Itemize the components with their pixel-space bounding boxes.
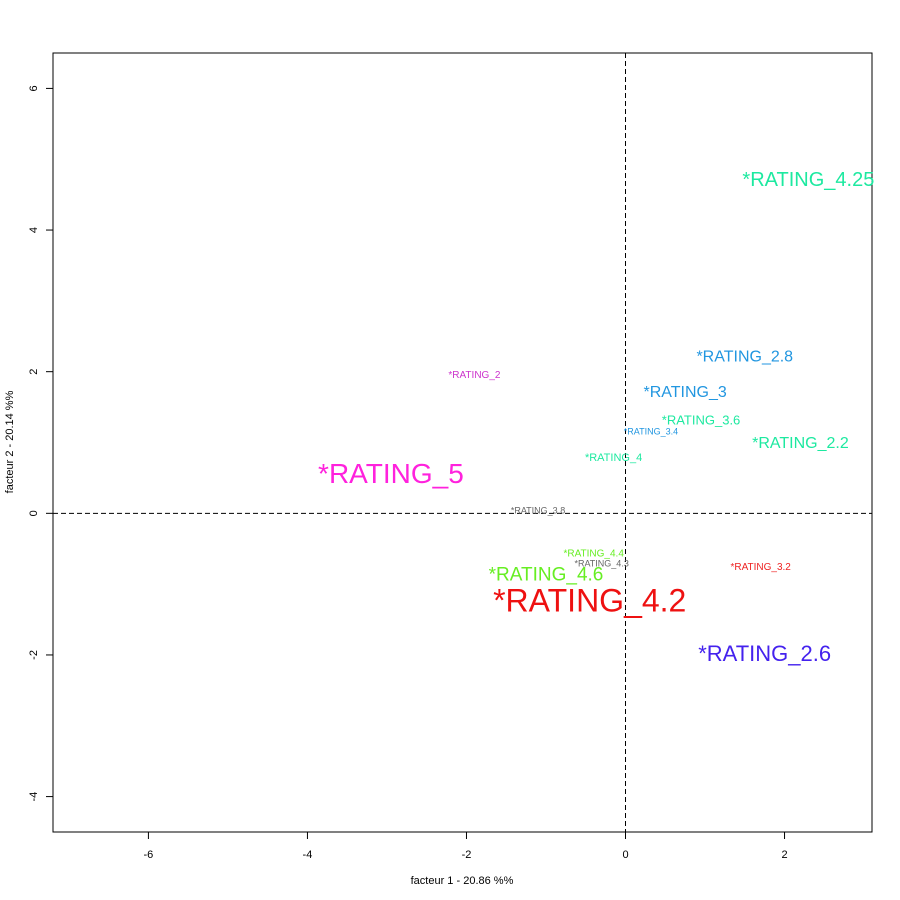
point-label: *RATING_2.8 xyxy=(696,349,793,366)
point-label: *RATING_3.4 xyxy=(624,426,678,436)
x-tick-label: -6 xyxy=(144,849,154,861)
point-label: *RATING_5 xyxy=(318,458,464,489)
x-tick-label: 2 xyxy=(781,849,787,861)
point-label: *RATING_3.2 xyxy=(730,562,791,573)
point-labels: *RATING_4.25 *RATING_2.8 *RATING_2 *RATING_… xyxy=(318,169,874,666)
point-label: *RATING_2 xyxy=(448,370,500,381)
point-label: *RATING_3 xyxy=(644,384,727,401)
y-axis: -4 -2 0 2 4 6 xyxy=(28,85,53,801)
point-label: *RATING_2.6 xyxy=(698,641,831,666)
reference-lines xyxy=(53,53,872,832)
point-label: *RATING_3.8 xyxy=(511,506,565,516)
y-tick-label: 6 xyxy=(28,85,40,91)
x-tick-label: 0 xyxy=(622,849,628,861)
point-label: *RATING_4.3 xyxy=(574,559,628,569)
x-axis: -6 -4 -2 0 2 xyxy=(144,832,788,861)
x-tick-label: -2 xyxy=(462,849,472,861)
point-label: *RATING_2.2 xyxy=(752,435,849,452)
x-tick-label: -4 xyxy=(303,849,313,861)
y-tick-label: 0 xyxy=(28,510,40,516)
y-tick-label: 4 xyxy=(28,227,40,233)
x-axis-title: facteur 1 - 20.86 %% xyxy=(411,875,514,887)
y-tick-label: -4 xyxy=(28,792,40,802)
point-label: *RATING_3.6 xyxy=(662,413,741,428)
y-tick-label: 2 xyxy=(28,369,40,375)
point-label: *RATING_4 xyxy=(585,452,642,464)
point-label: *RATING_4.25 xyxy=(742,169,874,191)
y-tick-label: -2 xyxy=(28,650,40,660)
y-axis-title: facteur 2 - 20.14 %% xyxy=(4,390,16,493)
plot-frame xyxy=(52,52,873,833)
point-label: *RATING_4.2 xyxy=(493,583,686,619)
point-label: *RATING_4.4 xyxy=(564,548,625,559)
point-label: *RATING_4.6 xyxy=(489,565,604,586)
